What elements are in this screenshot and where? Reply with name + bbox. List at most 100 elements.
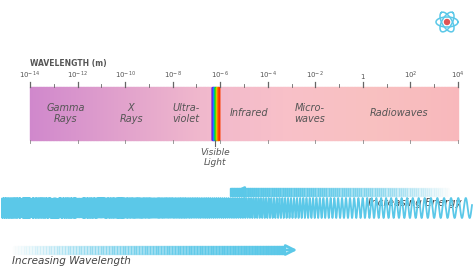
Bar [385,188,388,196]
Bar [398,87,400,140]
Bar [164,87,165,140]
Bar [213,246,216,254]
Bar [383,188,385,196]
Bar [445,188,447,196]
Bar [281,87,283,140]
Bar [324,188,327,196]
Bar [103,87,104,140]
Bar [16,246,18,254]
Bar [447,87,448,140]
Bar [444,87,445,140]
Text: $1$: $1$ [360,72,366,81]
Bar [197,87,198,140]
Bar [141,87,143,140]
Text: Micro-
waves: Micro- waves [294,103,325,124]
Bar [234,188,237,196]
Bar [109,87,110,140]
Bar [449,87,451,140]
Bar [46,87,47,140]
Bar [170,87,171,140]
Bar [417,87,418,140]
Bar [431,188,434,196]
Bar [322,87,324,140]
Bar [390,87,391,140]
Bar [360,87,361,140]
Bar [407,188,410,196]
Bar [109,246,112,254]
Bar [138,87,140,140]
Bar [161,246,164,254]
Bar [50,87,51,140]
Bar [355,188,357,196]
Bar [410,188,412,196]
Bar [170,246,172,254]
Bar [254,188,256,196]
Bar [350,188,353,196]
Bar [388,188,390,196]
Bar [151,87,153,140]
Bar [440,188,442,196]
Bar [37,246,40,254]
Bar [216,87,217,140]
Bar [112,246,115,254]
Bar [427,188,429,196]
Bar [266,246,268,254]
Bar [76,246,79,254]
Bar [142,246,145,254]
Bar [250,87,251,140]
Bar [137,87,138,140]
Bar [191,246,194,254]
Bar [47,87,48,140]
Bar [96,87,97,140]
Bar [278,87,280,140]
Bar [329,87,331,140]
Bar [454,87,455,140]
Bar [171,87,173,140]
Bar [247,188,250,196]
Bar [214,87,216,140]
Bar [43,87,44,140]
Bar [232,188,234,196]
Bar [71,246,73,254]
Bar [390,188,392,196]
Bar [374,87,375,140]
Bar [318,188,320,196]
Bar [189,246,191,254]
Bar [257,246,260,254]
Bar [197,246,200,254]
Bar [432,87,434,140]
Bar [371,87,373,140]
Bar [123,87,124,140]
Bar [359,188,361,196]
Bar [216,246,219,254]
Bar [131,87,133,140]
Text: Increasing Energy: Increasing Energy [368,198,462,208]
Bar [115,246,117,254]
Text: Infrared: Infrared [229,109,268,119]
Bar [436,188,438,196]
Bar [367,87,368,140]
Bar [123,246,126,254]
Bar [251,87,253,140]
Bar [292,87,294,140]
Text: $10^{-12}$: $10^{-12}$ [67,70,88,81]
Bar [392,87,394,140]
Bar [456,87,458,140]
Bar [67,87,69,140]
Bar [236,87,237,140]
Bar [368,87,370,140]
Bar [195,87,197,140]
Bar [314,87,315,140]
Bar [271,246,274,254]
Bar [90,87,91,140]
Bar [311,188,313,196]
Bar [177,87,178,140]
Bar [244,87,246,140]
Bar [361,87,363,140]
Bar [241,188,243,196]
Bar [319,87,321,140]
Bar [153,246,156,254]
Bar [238,246,241,254]
Bar [271,87,273,140]
Bar [13,246,16,254]
